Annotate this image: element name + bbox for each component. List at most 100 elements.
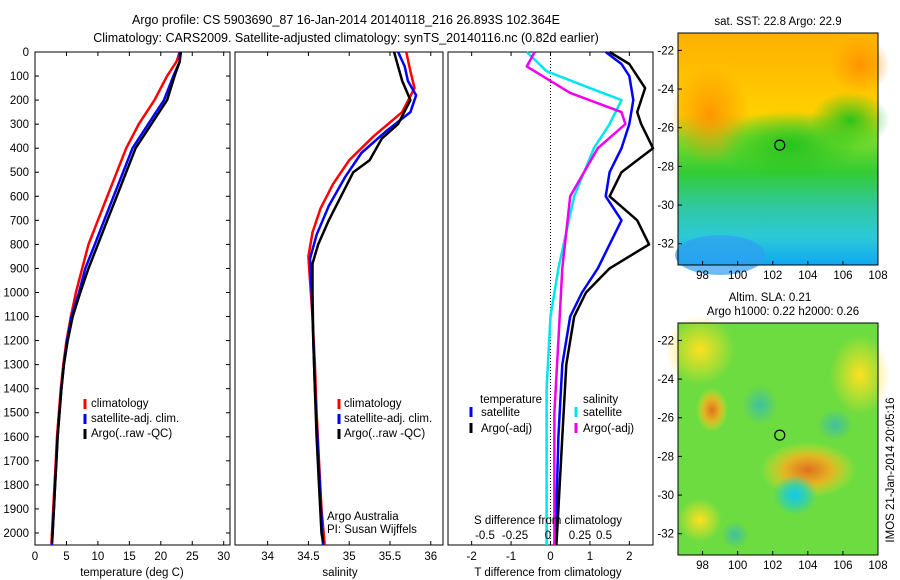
s-tick: 0.5 bbox=[596, 530, 612, 542]
sla-map-frame bbox=[677, 322, 879, 556]
sla-high-patch bbox=[678, 498, 722, 542]
sla-map-title: Altim. SLA: 0.21 bbox=[729, 292, 811, 304]
lon-tick-label: 108 bbox=[868, 560, 887, 572]
x-tick-label: 10 bbox=[92, 551, 105, 563]
sla-high-patch bbox=[665, 315, 735, 385]
lon-tick-label: 102 bbox=[763, 560, 782, 572]
lon-tick-label: 106 bbox=[833, 270, 852, 282]
difference-legend: temperature satellite Argo(-adj) salinit… bbox=[469, 394, 634, 435]
x-tick-label: 36 bbox=[424, 551, 437, 563]
lat-tick-label: -22 bbox=[657, 335, 674, 347]
title-line-2: Climatology: CARS2009. Satellite-adjuste… bbox=[93, 31, 599, 45]
depth-tick-label: 1700 bbox=[3, 456, 29, 468]
sst-map-ticks: 98 100 102 104 106 108 -22 -24 -26 -28 -30 -32 bbox=[657, 45, 887, 282]
legend-temperature-heading: temperature bbox=[480, 394, 542, 406]
salinity-panel: 34 34.5 35 35.5 36 salinity climatology sate… bbox=[234, 51, 444, 579]
x-tick-label: -2 bbox=[467, 551, 477, 563]
lon-tick-label: 100 bbox=[728, 560, 747, 572]
depth-tick-label: 1100 bbox=[4, 312, 29, 324]
x-tick-label: 0 bbox=[32, 551, 38, 563]
title-line-1: Argo profile: CS 5903690_87 16-Jan-2014 … bbox=[132, 13, 560, 27]
lon-tick-label: 104 bbox=[798, 560, 818, 572]
salinity-plot-frame bbox=[234, 51, 444, 546]
sst-map-title: sat. SST: 22.8 Argo: 22.9 bbox=[714, 16, 841, 28]
sla-low-patch bbox=[773, 475, 817, 515]
x-tick-label: -1 bbox=[506, 551, 516, 563]
s-tick: 0 bbox=[545, 530, 551, 542]
sla-low-patch bbox=[817, 409, 853, 441]
s-tick: -0.5 bbox=[475, 530, 495, 542]
temperature-plot-frame bbox=[34, 51, 231, 546]
x-tick-label: 34.5 bbox=[297, 551, 319, 563]
difference-panel: -2 -1 0 1 2 temperature satellite Argo(-adj)… bbox=[447, 50, 655, 579]
sla-map: Altim. SLA: 0.21 Argo h1000: 0.22 h2000:… bbox=[657, 292, 890, 572]
lat-tick-label: -24 bbox=[657, 84, 674, 96]
sst-warm-patch bbox=[830, 37, 890, 93]
legend-argo: Argo(..raw -QC) bbox=[91, 428, 172, 440]
salinity-axis: 34 34.5 35 35.5 36 bbox=[261, 52, 437, 563]
x-tick-label: 15 bbox=[123, 551, 136, 563]
legend-satellite: satellite-adj. clim. bbox=[91, 413, 179, 425]
sst-map-frame bbox=[677, 32, 879, 266]
lon-tick-label: 98 bbox=[696, 560, 709, 572]
temperature-series bbox=[50, 51, 183, 546]
depth-tick-label: 0 bbox=[23, 47, 29, 59]
t-difference-xlabel: T difference from climatology bbox=[474, 567, 621, 579]
x-tick-label: 1 bbox=[587, 551, 593, 563]
lon-tick-label: 102 bbox=[763, 270, 782, 282]
depth-tick-label: 1600 bbox=[3, 432, 29, 444]
pi-label: PI: Susan Wijffels bbox=[327, 524, 417, 536]
temperature-legend: climatology satellite-adj. clim. Argo(..… bbox=[83, 398, 179, 440]
depth-tick-label: 800 bbox=[10, 239, 29, 251]
sla-map-image bbox=[665, 315, 890, 555]
sst-cold-patch bbox=[675, 235, 765, 275]
x-tick-label: 0 bbox=[547, 551, 553, 563]
series-line-salinity-satellite bbox=[525, 51, 623, 545]
salinity-legend: climatology satellite-adj. clim. Argo(..… bbox=[337, 398, 432, 440]
depth-tick-label: 1900 bbox=[3, 504, 29, 516]
lat-tick-label: -28 bbox=[657, 451, 674, 463]
temperature-xlabel: temperature (deg C) bbox=[80, 567, 184, 579]
s-difference-ticks: -0.5 -0.25 0 0.25 0.5 bbox=[475, 530, 612, 542]
lat-tick-label: -32 bbox=[657, 529, 674, 541]
lat-tick-label: -22 bbox=[657, 45, 674, 57]
sla-low-patch bbox=[721, 521, 749, 549]
x-tick-label: 25 bbox=[186, 551, 199, 563]
argo-location-marker bbox=[774, 139, 786, 151]
x-tick-label: 5 bbox=[63, 551, 69, 563]
lon-tick-label: 106 bbox=[833, 560, 852, 572]
depth-tick-label: 600 bbox=[10, 191, 29, 203]
legend-climatology: climatology bbox=[344, 398, 402, 410]
depth-tick-label: 300 bbox=[10, 119, 29, 131]
sla-map-ticks: 98 100 102 104 106 108 -22 -24 -26 -28 -30 -32 bbox=[657, 335, 887, 572]
legend-argo: Argo(..raw -QC) bbox=[344, 428, 425, 440]
legend-climatology: climatology bbox=[91, 398, 149, 410]
depth-tick-label: 2000 bbox=[3, 528, 29, 540]
sla-high-patch bbox=[696, 388, 728, 432]
imos-timestamp: IMOS 21-Jan-2014 20:05:16 bbox=[885, 397, 897, 542]
legend-temp-satellite: satellite bbox=[481, 407, 520, 419]
x-tick-label: 35 bbox=[343, 551, 356, 563]
temperature-axis: 0 5 10 15 20 25 30 bbox=[32, 52, 230, 563]
argo-location-marker bbox=[774, 429, 786, 441]
series-line-argo-raw-qc- bbox=[311, 51, 412, 543]
t-difference-axis: -2 -1 0 1 2 bbox=[467, 52, 633, 563]
x-tick-label: 2 bbox=[626, 551, 632, 563]
lat-tick-label: -26 bbox=[657, 123, 674, 135]
lon-tick-label: 104 bbox=[798, 270, 818, 282]
depth-tick-label: 900 bbox=[10, 263, 29, 275]
sst-map: sat. SST: 22.8 Argo: 22.9 98 100 102 104 106… bbox=[657, 16, 890, 282]
lon-tick-label: 100 bbox=[728, 270, 747, 282]
sla-map-subtitle: Argo h1000: 0.22 h2000: 0.26 bbox=[707, 306, 859, 318]
lat-tick-label: -24 bbox=[657, 374, 674, 386]
x-tick-label: 34 bbox=[261, 551, 274, 563]
sla-low-patch bbox=[742, 385, 778, 425]
x-tick-label: 30 bbox=[217, 551, 230, 563]
legend-satellite: satellite-adj. clim. bbox=[344, 413, 432, 425]
lat-tick-label: -30 bbox=[657, 200, 674, 212]
legend-sal-satellite: satellite bbox=[583, 407, 622, 419]
depth-tick-label: 700 bbox=[10, 215, 29, 227]
depth-tick-label: 200 bbox=[10, 95, 29, 107]
s-tick: -0.25 bbox=[502, 530, 528, 542]
